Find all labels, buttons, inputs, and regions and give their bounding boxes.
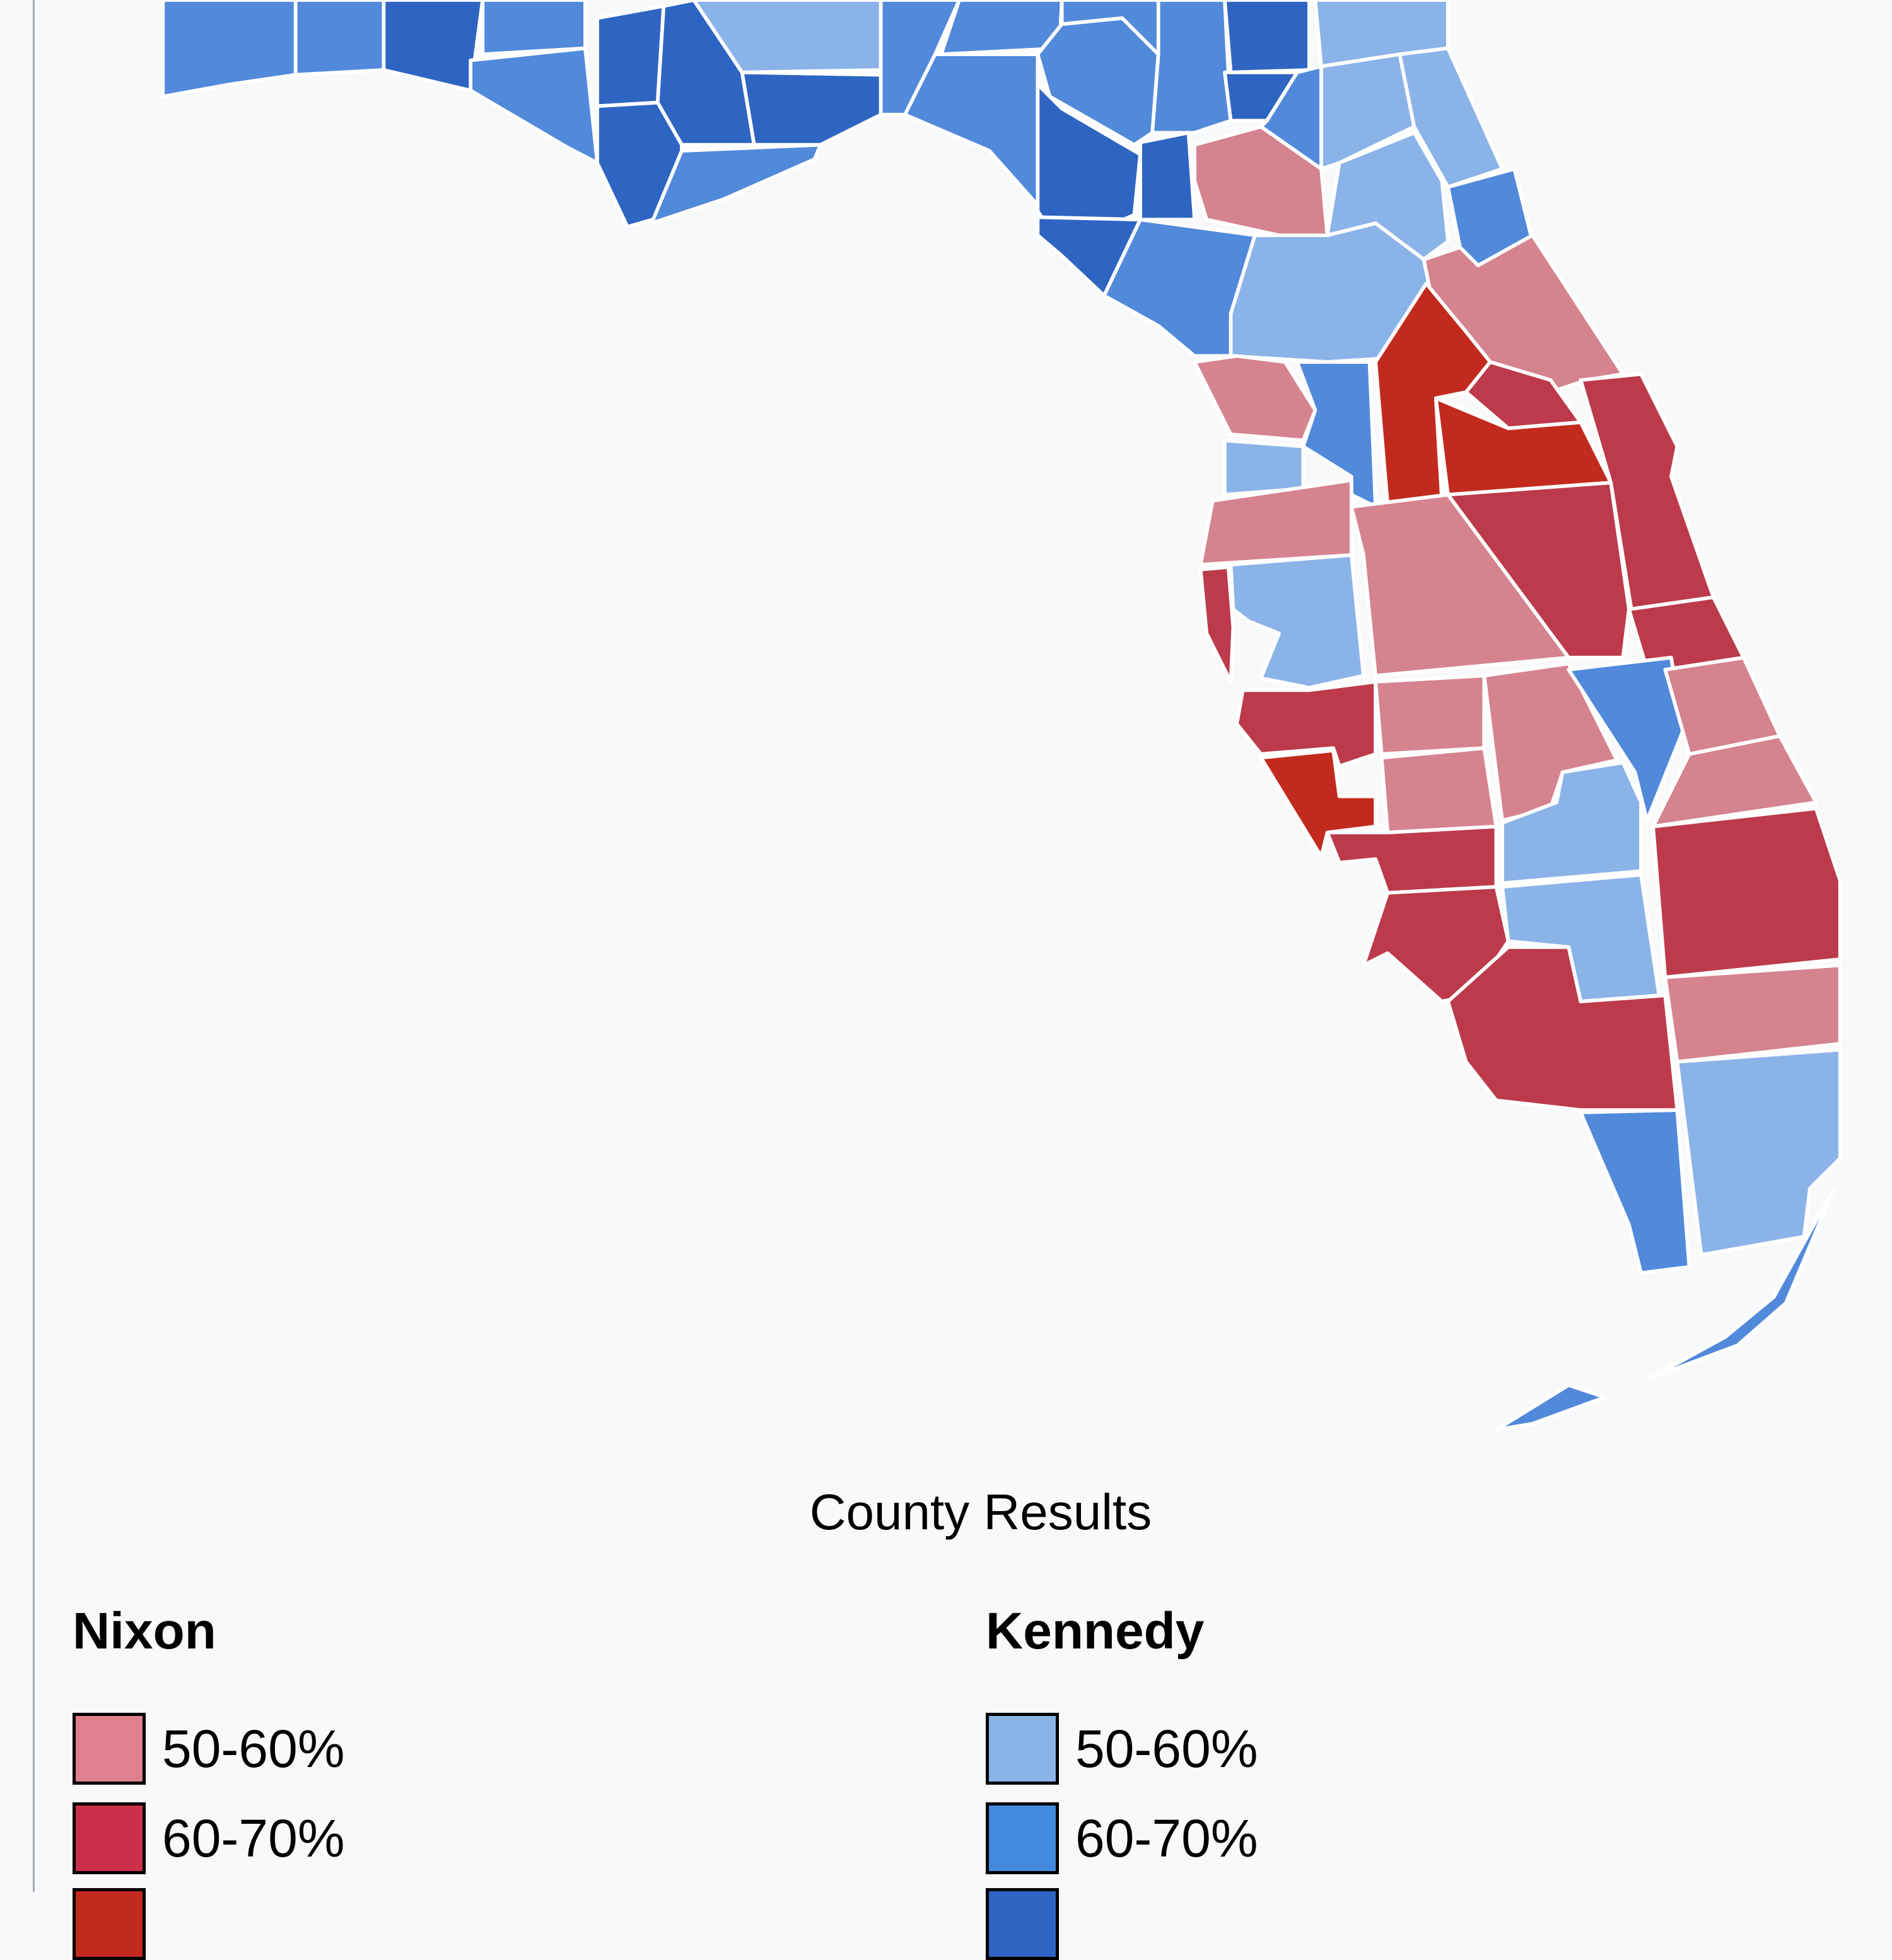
legend-title-nixon: Nixon	[73, 1602, 216, 1660]
county[interactable]	[1446, 945, 1679, 1112]
florida-keys[interactable]	[1649, 1186, 1837, 1380]
legend-label: 50-60%	[162, 1718, 345, 1778]
legend-label: 50-60%	[1075, 1718, 1258, 1778]
county[interactable]	[1229, 553, 1365, 690]
county[interactable]	[1374, 674, 1486, 756]
county[interactable]	[1379, 746, 1498, 835]
legend-label: 60-70%	[162, 1808, 345, 1868]
county[interactable]	[1198, 565, 1235, 684]
county[interactable]	[1675, 1047, 1842, 1257]
county[interactable]	[1446, 481, 1631, 660]
county[interactable]	[1036, 83, 1142, 250]
legend-swatch	[73, 1888, 146, 1960]
county[interactable]	[1500, 761, 1643, 885]
counties	[161, 0, 1842, 1432]
county[interactable]	[1579, 1108, 1691, 1275]
legend-item-nixon-50-60: 50-60%	[73, 1713, 345, 1785]
legend-swatch	[986, 1888, 1059, 1960]
county[interactable]	[161, 0, 298, 98]
frame-border	[33, 0, 35, 1892]
map-caption: County Results	[809, 1484, 1152, 1540]
legend-item-kennedy-50-60: 50-60%	[986, 1713, 1258, 1785]
county[interactable]	[1138, 131, 1197, 222]
county[interactable]	[1235, 680, 1377, 768]
county[interactable]	[1434, 396, 1613, 497]
county[interactable]	[595, 4, 666, 108]
county[interactable]	[1319, 52, 1416, 171]
county[interactable]	[1651, 807, 1842, 979]
county[interactable]	[740, 70, 883, 147]
county[interactable]	[1567, 655, 1685, 822]
florida-keys[interactable]	[1494, 1383, 1607, 1432]
county[interactable]	[903, 52, 1040, 207]
county[interactable]	[1349, 493, 1571, 678]
county[interactable]	[1464, 360, 1583, 431]
legend-swatch	[986, 1713, 1059, 1785]
county[interactable]	[1150, 0, 1233, 135]
county[interactable]	[481, 0, 587, 56]
county[interactable]	[382, 0, 485, 93]
legend-swatch	[986, 1802, 1059, 1874]
county[interactable]	[293, 0, 386, 77]
county[interactable]	[469, 46, 599, 165]
county[interactable]	[1325, 131, 1450, 262]
county[interactable]	[1193, 354, 1317, 443]
legend-item-nixon-cut	[73, 1888, 146, 1960]
county[interactable]	[1651, 734, 1818, 829]
county[interactable]	[1325, 824, 1498, 895]
county[interactable]	[1259, 749, 1377, 859]
legend-item-kennedy-cut	[986, 1888, 1059, 1960]
florida-county-map	[161, 0, 1842, 1432]
legend-swatch	[73, 1802, 146, 1874]
county[interactable]	[1663, 963, 1842, 1064]
county[interactable]	[1223, 438, 1305, 497]
legend-item-kennedy-60-70: 60-70%	[986, 1802, 1258, 1874]
legend-label: 60-70%	[1075, 1808, 1258, 1868]
legend-item-nixon-60-70: 60-70%	[73, 1802, 345, 1874]
legend-title-kennedy: Kennedy	[986, 1602, 1205, 1660]
county[interactable]	[1223, 0, 1311, 74]
legend-swatch	[73, 1713, 146, 1785]
